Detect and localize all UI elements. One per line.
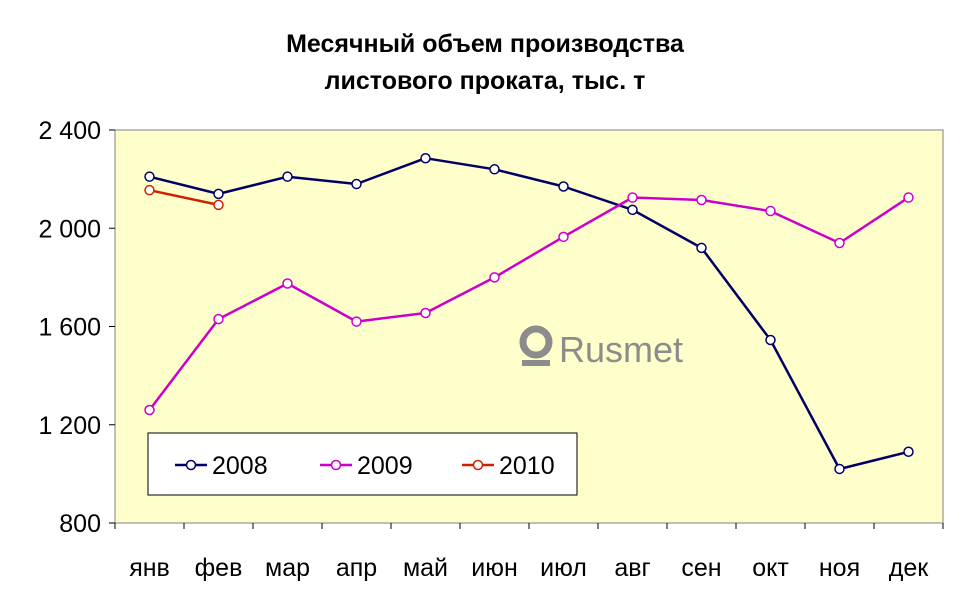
data-point [696,242,707,254]
data-point [489,164,500,175]
legend-label-2010: 2010 [499,452,555,480]
data-point [144,404,155,416]
data-point [420,307,431,319]
data-point [489,272,500,283]
data-point [282,171,293,182]
data-point [558,181,569,192]
data-point [903,446,914,458]
data-point [351,178,362,190]
data-point [144,184,155,196]
x-tick-label: авг [614,554,650,582]
chart-title-line-1: Месячный объем производства [286,30,685,58]
legend-box [147,432,578,496]
x-tick-label: апр [336,554,377,582]
series-line-2010 [149,188,219,207]
x-tick-label: окт [752,554,789,582]
data-point [765,334,776,346]
series-line-2008 [149,156,909,471]
data-point [213,313,224,325]
watermark-text: Rusmet [559,329,683,370]
rusmet-logo-icon [519,325,553,366]
y-tick-label: 800 [59,510,101,538]
data-point [627,192,638,203]
data-point [558,231,569,243]
data-point [351,316,362,327]
x-tick-label: май [403,554,448,582]
legend-marker-2010 [472,459,484,471]
data-point [765,205,776,217]
y-tick-label: 1 600 [38,314,101,342]
series-2009 [144,192,914,416]
legend: 2008 2009 2010 [147,432,578,496]
legend-marker-2009 [330,459,342,471]
x-tick-label: ноя [819,554,860,582]
x-tick-label: мар [265,554,310,582]
x-tick-label: июл [540,554,587,582]
data-point [903,192,914,203]
data-point [834,237,845,249]
series-2008 [144,152,914,475]
y-tick-label: 2 400 [38,117,101,145]
data-point [834,463,845,475]
data-point [696,194,707,206]
legend-label-2009: 2009 [357,452,413,480]
series-layer [144,152,914,475]
series-line-2009 [148,196,910,411]
x-tick-label: июн [471,554,518,582]
y-tick-label: 2 000 [38,215,101,243]
y-tick-label: 1 200 [38,412,101,440]
chart-title-line-2: листового проката, тыс. т [325,67,646,95]
data-point [213,188,224,200]
legend-marker-2008 [185,459,197,471]
series-2010 [144,184,224,211]
x-tick-label: дек [889,554,929,582]
watermark: Rusmet [519,325,683,370]
data-point [627,204,638,216]
data-point [213,199,224,211]
data-point [282,278,293,289]
data-point [144,171,155,182]
x-tick-label: фев [195,554,243,582]
x-tick-label: сен [681,554,721,582]
data-point [420,152,431,164]
x-tick-label: янв [129,554,170,582]
legend-label-2008: 2008 [212,452,268,480]
